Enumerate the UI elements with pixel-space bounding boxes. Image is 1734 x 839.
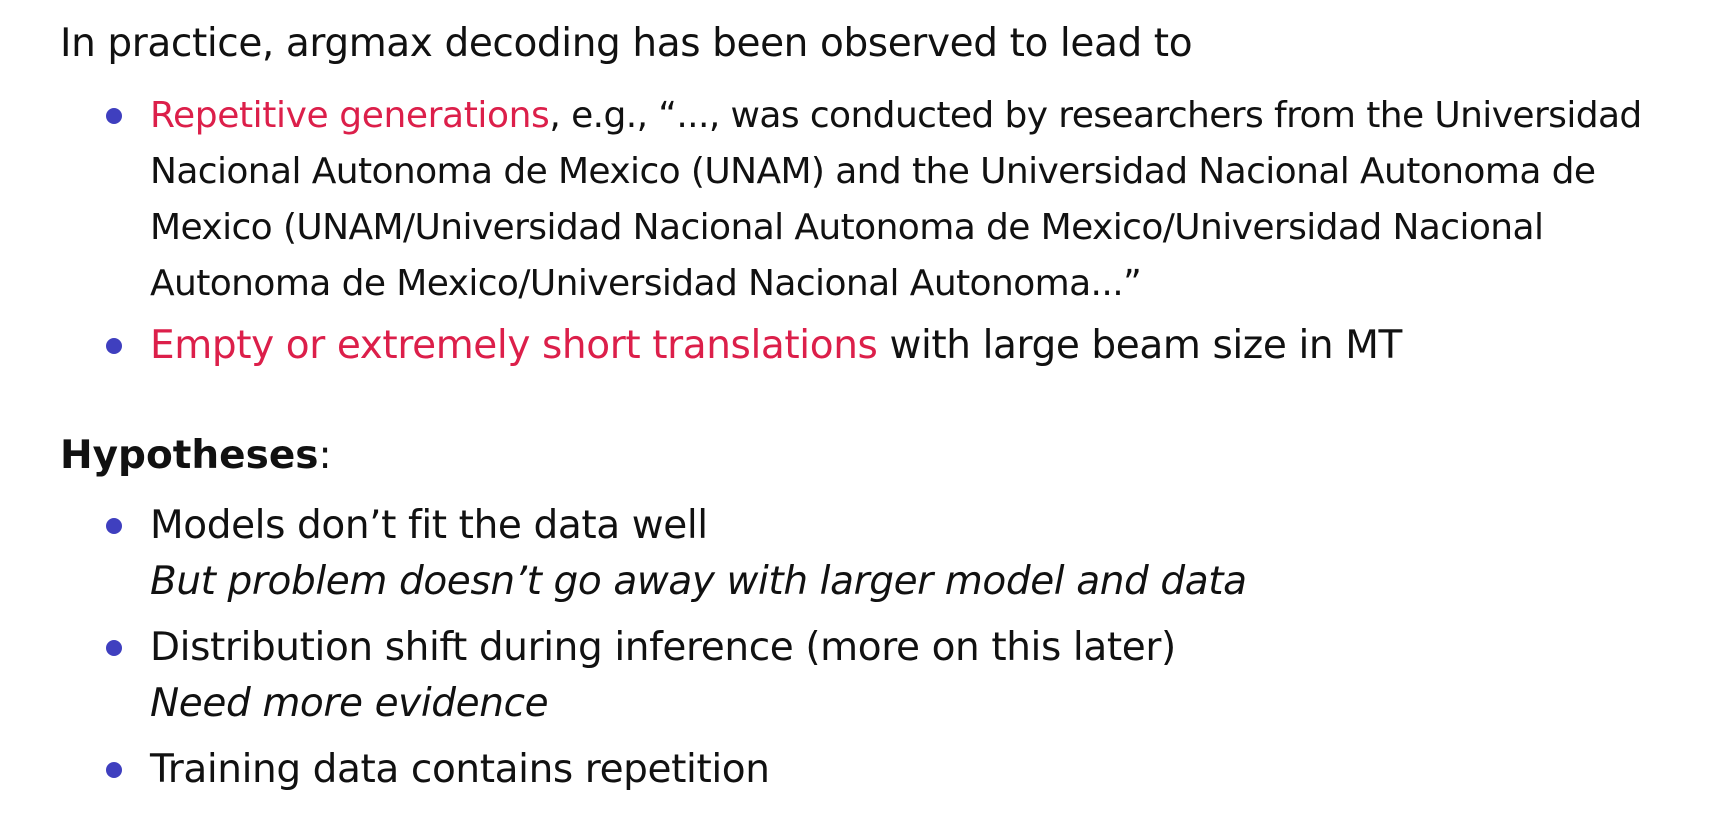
highlight-repetitive: Repetitive generations [150, 95, 550, 136]
bullet-icon [106, 338, 122, 354]
repetition-example: , e.g., “..., was conducted by researche… [150, 95, 1642, 304]
intro-text: In practice, argmax decoding has been ob… [60, 21, 1193, 66]
hypotheses-title: Hypotheses [60, 433, 319, 478]
list-item-repetitive: Repetitive generations, e.g., “..., was … [60, 88, 1700, 312]
hypothesis-note: Need more evidence [150, 681, 549, 726]
bullet-icon [106, 518, 122, 534]
hypothesis-note: But problem doesn’t go away with larger … [150, 559, 1247, 604]
bullet-icon [106, 108, 122, 124]
list-item-hypothesis: Models don’t fit the data well But probl… [60, 498, 1660, 610]
list-item-hypothesis: Training data contains repetition [60, 742, 1660, 798]
observation-list: Repetitive generations, e.g., “..., was … [60, 88, 1700, 374]
hypotheses-colon: : [318, 433, 332, 478]
list-item-empty: Empty or extremely short translations wi… [60, 318, 1700, 374]
hypotheses-list: Models don’t fit the data well But probl… [60, 498, 1660, 798]
list-item-hypothesis: Distribution shift during inference (mor… [60, 620, 1660, 732]
hypotheses-heading: Hypotheses: [60, 432, 332, 480]
highlight-empty: Empty or extremely short translations [150, 323, 878, 368]
bullet-icon [106, 640, 122, 656]
hypothesis-text: Distribution shift during inference (mor… [150, 625, 1176, 670]
bullet-icon [106, 762, 122, 778]
empty-rest: with large beam size in MT [877, 323, 1402, 368]
hypothesis-text: Training data contains repetition [150, 747, 770, 792]
hypothesis-text: Models don’t fit the data well [150, 503, 708, 548]
